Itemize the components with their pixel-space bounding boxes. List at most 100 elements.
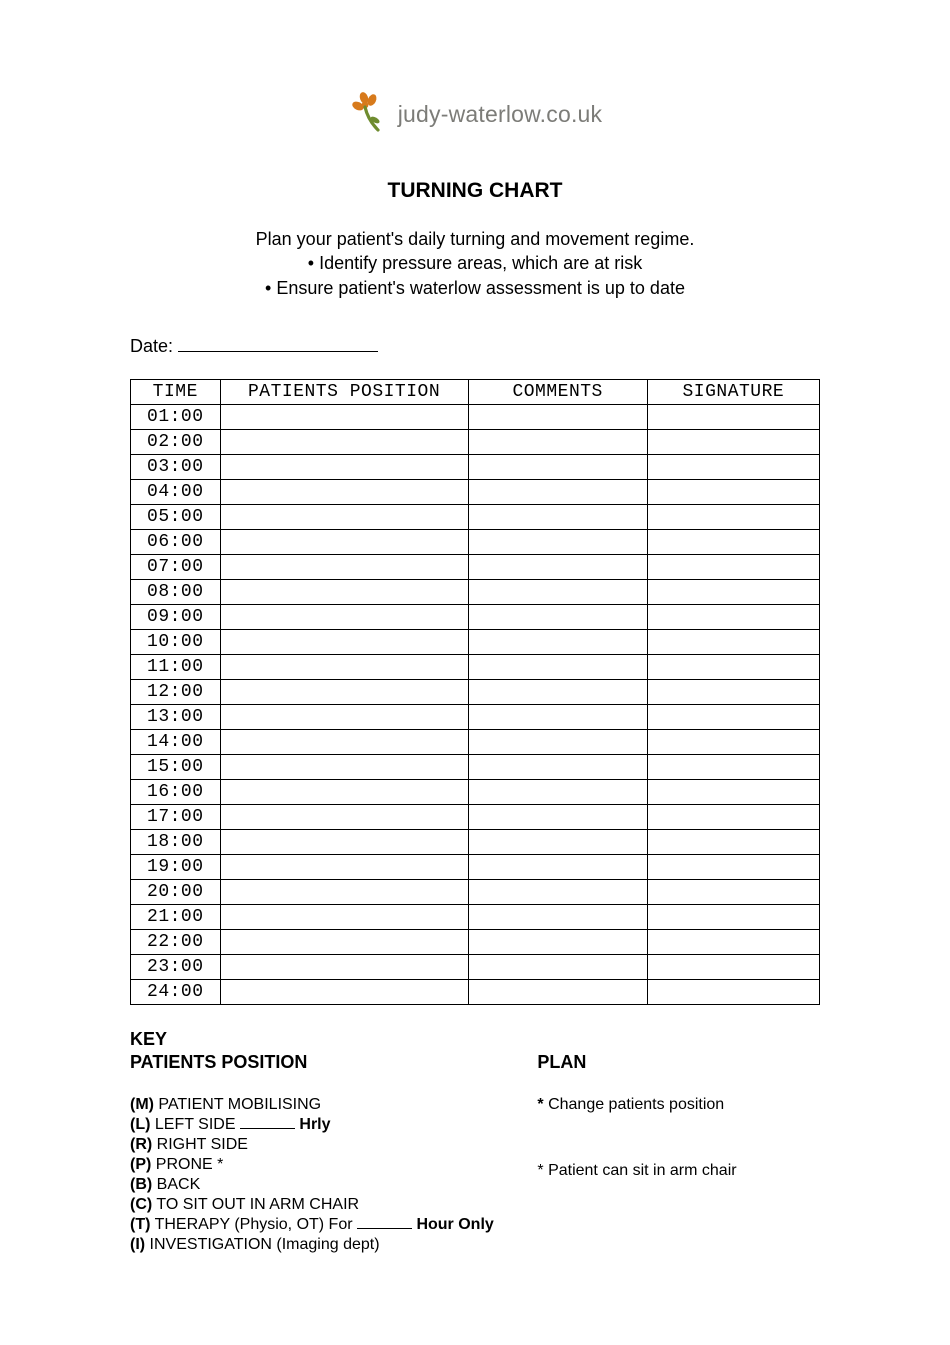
table-row: 14:00: [131, 729, 820, 754]
cell-comments[interactable]: [468, 729, 647, 754]
cell-time: 19:00: [131, 854, 221, 879]
cell-comments[interactable]: [468, 554, 647, 579]
key-heading: KEY: [130, 1029, 497, 1050]
cell-comments[interactable]: [468, 529, 647, 554]
cell-comments[interactable]: [468, 429, 647, 454]
cell-signature[interactable]: [647, 529, 819, 554]
cell-position[interactable]: [220, 454, 468, 479]
cell-position[interactable]: [220, 879, 468, 904]
cell-position[interactable]: [220, 479, 468, 504]
cell-signature[interactable]: [647, 404, 819, 429]
cell-comments[interactable]: [468, 904, 647, 929]
cell-comments[interactable]: [468, 604, 647, 629]
cell-position[interactable]: [220, 804, 468, 829]
cell-comments[interactable]: [468, 879, 647, 904]
fill-blank[interactable]: [240, 1118, 295, 1129]
cell-position[interactable]: [220, 954, 468, 979]
cell-position[interactable]: [220, 854, 468, 879]
key-text: BACK: [152, 1176, 200, 1193]
cell-comments[interactable]: [468, 704, 647, 729]
cell-position[interactable]: [220, 829, 468, 854]
cell-position[interactable]: [220, 604, 468, 629]
cell-position[interactable]: [220, 579, 468, 604]
cell-signature[interactable]: [647, 629, 819, 654]
cell-time: 22:00: [131, 929, 221, 954]
cell-comments[interactable]: [468, 629, 647, 654]
cell-signature[interactable]: [647, 679, 819, 704]
table-row: 02:00: [131, 429, 820, 454]
cell-signature[interactable]: [647, 954, 819, 979]
cell-signature[interactable]: [647, 604, 819, 629]
cell-comments[interactable]: [468, 654, 647, 679]
cell-position[interactable]: [220, 754, 468, 779]
flower-icon: [348, 90, 392, 139]
table-row: 24:00: [131, 979, 820, 1004]
cell-position[interactable]: [220, 404, 468, 429]
cell-comments[interactable]: [468, 854, 647, 879]
cell-signature[interactable]: [647, 579, 819, 604]
cell-signature[interactable]: [647, 704, 819, 729]
cell-comments[interactable]: [468, 954, 647, 979]
fill-blank[interactable]: [357, 1218, 412, 1229]
cell-position[interactable]: [220, 929, 468, 954]
date-label: Date:: [130, 336, 178, 356]
cell-comments[interactable]: [468, 779, 647, 804]
cell-position[interactable]: [220, 529, 468, 554]
cell-position[interactable]: [220, 779, 468, 804]
table-row: 22:00: [131, 929, 820, 954]
cell-position[interactable]: [220, 554, 468, 579]
cell-time: 16:00: [131, 779, 221, 804]
cell-position[interactable]: [220, 704, 468, 729]
cell-signature[interactable]: [647, 454, 819, 479]
cell-comments[interactable]: [468, 679, 647, 704]
cell-time: 12:00: [131, 679, 221, 704]
cell-signature[interactable]: [647, 504, 819, 529]
key-section: KEY PATIENTS POSITION (M) PATIENT MOBILI…: [130, 1029, 820, 1255]
cell-signature[interactable]: [647, 479, 819, 504]
cell-signature[interactable]: [647, 429, 819, 454]
cell-comments[interactable]: [468, 454, 647, 479]
key-code: (M): [130, 1096, 154, 1113]
table-row: 11:00: [131, 654, 820, 679]
key-code: (P): [130, 1156, 151, 1173]
cell-signature[interactable]: [647, 804, 819, 829]
cell-signature[interactable]: [647, 904, 819, 929]
cell-signature[interactable]: [647, 729, 819, 754]
cell-comments[interactable]: [468, 929, 647, 954]
cell-position[interactable]: [220, 979, 468, 1004]
cell-position[interactable]: [220, 679, 468, 704]
cell-signature[interactable]: [647, 554, 819, 579]
date-field-line[interactable]: [178, 338, 378, 352]
cell-signature[interactable]: [647, 979, 819, 1004]
cell-signature[interactable]: [647, 754, 819, 779]
cell-signature[interactable]: [647, 779, 819, 804]
cell-position[interactable]: [220, 504, 468, 529]
cell-comments[interactable]: [468, 754, 647, 779]
cell-comments[interactable]: [468, 804, 647, 829]
cell-position[interactable]: [220, 654, 468, 679]
cell-comments[interactable]: [468, 829, 647, 854]
plan-text: Change patients position: [548, 1096, 724, 1113]
cell-comments[interactable]: [468, 979, 647, 1004]
logo-container: judy-waterlow.co.uk: [130, 90, 820, 139]
cell-position[interactable]: [220, 629, 468, 654]
cell-time: 20:00: [131, 879, 221, 904]
cell-comments[interactable]: [468, 504, 647, 529]
cell-comments[interactable]: [468, 479, 647, 504]
cell-position[interactable]: [220, 904, 468, 929]
key-item: (P) PRONE *: [130, 1155, 497, 1175]
cell-signature[interactable]: [647, 829, 819, 854]
key-item: (R) RIGHT SIDE: [130, 1135, 497, 1155]
key-code: (R): [130, 1136, 152, 1153]
cell-comments[interactable]: [468, 579, 647, 604]
cell-signature[interactable]: [647, 879, 819, 904]
cell-position[interactable]: [220, 429, 468, 454]
table-row: 13:00: [131, 704, 820, 729]
key-suffix: Hrly: [295, 1116, 331, 1133]
cell-signature[interactable]: [647, 929, 819, 954]
cell-comments[interactable]: [468, 404, 647, 429]
cell-signature[interactable]: [647, 854, 819, 879]
cell-signature[interactable]: [647, 654, 819, 679]
table-row: 10:00: [131, 629, 820, 654]
cell-position[interactable]: [220, 729, 468, 754]
